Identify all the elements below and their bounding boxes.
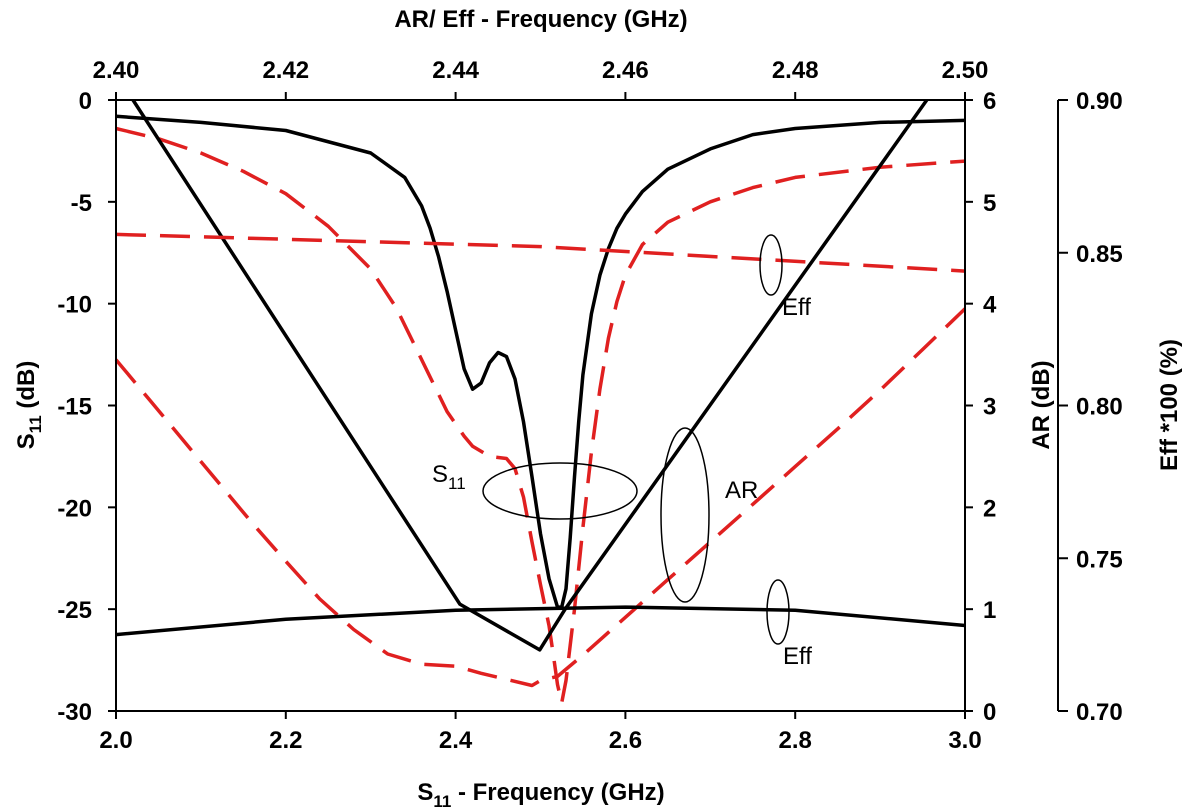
- eff-lower-annotation-label: Eff: [783, 643, 812, 670]
- y-right-ar-tick-label: 6: [983, 88, 996, 115]
- y-right-eff-tick-label: 0.75: [1076, 546, 1123, 573]
- x-top-tick-label: 2.40: [93, 57, 140, 84]
- y-right-eff-tick-label: 0.80: [1076, 394, 1123, 421]
- y-right-eff-tick-label: 0.90: [1076, 88, 1123, 115]
- y-right-eff-axis-label: Eff *100 (%): [1156, 339, 1183, 471]
- x-bottom-tick-label: 2.2: [269, 727, 302, 754]
- series-s11-solid-line: [115, 114, 966, 609]
- s11-annotation-main: S: [432, 461, 448, 488]
- series-eff-dashed-line: [115, 232, 966, 273]
- series-s11-dashed-line: [115, 126, 966, 705]
- y-left-tick-label: -10: [57, 292, 92, 319]
- y-right-ar-tick-label: 1: [983, 597, 996, 624]
- eff-upper-annotation-label: Eff: [782, 294, 811, 321]
- s11-annotation-ellipse: [482, 462, 638, 520]
- series-eff-solid-line: [115, 605, 966, 637]
- y-left-tick-label: -15: [57, 394, 92, 421]
- y-right-eff-tick-label: 0.85: [1076, 241, 1123, 268]
- y-left-axis-label-sub: 11: [26, 415, 45, 433]
- series-ar-solid-line: [131, 98, 929, 652]
- ar-annotation-ellipse: [660, 427, 710, 603]
- y-right-ar-tick-label: 2: [983, 495, 996, 522]
- x-axis-label-sub: 11: [433, 792, 451, 811]
- annotations-layer: S11 AR Eff Eff: [432, 234, 812, 670]
- x-axis-label-rest: - Frequency (GHz): [451, 779, 664, 806]
- x-axis-label-main: S: [417, 779, 433, 806]
- y-left-axis-label-rest: (dB): [13, 361, 40, 416]
- y-left-tick-label: -30: [57, 699, 92, 726]
- y-left-tick-label: -25: [57, 597, 92, 624]
- x-bottom-tick-label: 2.0: [99, 727, 132, 754]
- x-top-tick-label: 2.48: [772, 57, 819, 84]
- series-ar-dashed-line: [114, 307, 967, 688]
- x-top-tick-label: 2.44: [432, 57, 479, 84]
- y-right-ar-tick-label: 5: [983, 190, 996, 217]
- eff-upper-annotation-ellipse: [759, 234, 783, 296]
- x-axis-label: S11 - Frequency (GHz): [417, 779, 664, 811]
- x-top-tick-label: 2.46: [602, 57, 649, 84]
- y-right-ar-axis-label: AR (dB): [1028, 360, 1055, 449]
- s11-annotation-sub: 11: [448, 474, 466, 493]
- x-bottom-tick-label: 2.6: [609, 727, 642, 754]
- y-left-tick-label: -5: [71, 190, 92, 217]
- x-bottom-tick-label: 2.8: [779, 727, 812, 754]
- y-left-tick-label: -20: [57, 495, 92, 522]
- y-left-axis-label: S11 (dB): [13, 361, 45, 450]
- y-left-tick-label: 0: [79, 88, 92, 115]
- axes-layer: 2.0 2.2 2.4 2.6 2.8 3.0 2.40 2.42 2.44 2.46 2.48 2.…: [57, 57, 1122, 754]
- y-left-axis-label-main: S: [13, 433, 40, 449]
- y-right-ar-tick-label: 3: [983, 394, 996, 421]
- y-right-ar-tick-label: 0: [983, 699, 996, 726]
- x-bottom-tick-label: 3.0: [948, 727, 981, 754]
- x-top-tick-label: 2.42: [262, 57, 309, 84]
- curves-layer: [114, 98, 967, 705]
- x-bottom-tick-label: 2.4: [439, 727, 473, 754]
- s11-annotation-label: S11: [432, 461, 466, 493]
- x-top-tick-label: 2.50: [942, 57, 989, 84]
- y-right-ar-tick-label: 4: [983, 292, 997, 319]
- eff-lower-annotation-ellipse: [766, 579, 790, 645]
- y-right-eff-tick-label: 0.70: [1076, 699, 1123, 726]
- chart-title: AR/ Eff - Frequency (GHz): [394, 6, 687, 33]
- ar-annotation-label: AR: [725, 477, 758, 504]
